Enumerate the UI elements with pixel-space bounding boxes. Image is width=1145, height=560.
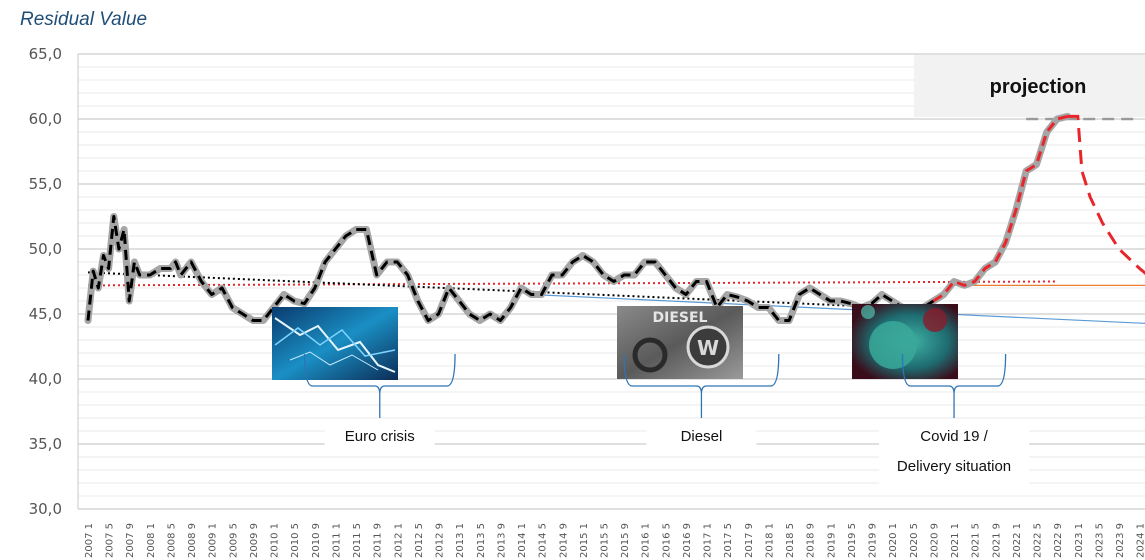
x-tick-label: 2021 5: [971, 523, 982, 558]
annotation-box: [646, 421, 757, 455]
annotation-box: [879, 421, 1030, 485]
x-tick-label: 2014 5: [538, 523, 549, 558]
x-tick-label: 2020 9: [929, 523, 940, 558]
y-tick-label: 30,0: [29, 500, 62, 518]
y-tick-label: 45,0: [29, 305, 62, 323]
x-tick-label: 2023 1: [1074, 523, 1085, 558]
x-tick-label: 2020 5: [909, 523, 920, 558]
x-tick-label: 2008 9: [187, 523, 198, 558]
annotation-brace: [303, 353, 456, 418]
x-tick-label: 2016 1: [641, 523, 652, 558]
x-tick-label: 2009 1: [208, 523, 219, 558]
x-tick-label: 2023 9: [1115, 523, 1126, 558]
x-tick-label: 2007 9: [125, 523, 136, 558]
x-tick-label: 2019 1: [826, 523, 837, 558]
x-tick-label: 2011 9: [373, 523, 384, 558]
x-tick-label: 2022 5: [1033, 523, 1044, 558]
x-tick-label: 2018 9: [806, 523, 817, 558]
x-tick-label: 2018 5: [785, 523, 796, 558]
svg-text:DIESEL: DIESEL: [653, 310, 708, 326]
x-tick-label: 2013 5: [476, 523, 487, 558]
annotation-label: Covid 19 /: [920, 428, 988, 445]
x-tick-label: 2010 9: [311, 523, 322, 558]
x-tick-label: 2011 1: [331, 523, 342, 558]
chart-title: Residual Value: [20, 9, 148, 30]
svg-text:W: W: [697, 336, 719, 360]
x-tick-label: 2024 1: [1136, 523, 1145, 558]
annotation-label: Diesel: [681, 428, 723, 445]
x-tick-label: 2009 9: [249, 523, 260, 558]
annotation-brace: [623, 353, 780, 418]
x-tick-label: 2023 5: [1094, 523, 1105, 558]
x-tick-label: 2015 5: [600, 523, 611, 558]
x-tick-label: 2012 5: [414, 523, 425, 558]
euro-crisis-image: [272, 307, 398, 380]
grid-lines: [77, 53, 1145, 510]
x-tick-label: 2022 9: [1053, 523, 1064, 558]
diesel-image: DIESEL W: [617, 306, 743, 379]
x-tick-label: 2022 1: [1012, 523, 1023, 558]
x-tick-label: 2017 1: [703, 523, 714, 558]
y-tick-label: 60,0: [29, 110, 62, 128]
x-tick-label: 2014 1: [517, 523, 528, 558]
x-tick-label: 2013 1: [455, 523, 466, 558]
x-tick-label: 2021 1: [950, 523, 961, 558]
annotation-label: Delivery situation: [897, 458, 1011, 475]
actual-series-recent-line: [932, 114, 1068, 303]
y-tick-label: 65,0: [29, 45, 62, 63]
x-tick-label: 2008 5: [166, 523, 177, 558]
x-tick-label: 2012 9: [435, 523, 446, 558]
x-tick-label: 2007 1: [84, 523, 95, 558]
y-axis: 65,0 60,0 55,0 50,0 45,0 40,0 35,0 30,0: [29, 45, 62, 518]
x-tick-label: 2018 1: [764, 523, 775, 558]
x-tick-label: 2016 9: [682, 523, 693, 558]
y-tick-label: 55,0: [29, 175, 62, 193]
projection-box: projection: [914, 55, 1145, 117]
trend-red-line: [87, 280, 1058, 287]
x-tick-label: 2015 1: [579, 523, 590, 558]
x-tick-label: 2010 1: [270, 523, 281, 558]
x-tick-label: 2013 9: [496, 523, 507, 558]
x-tick-label: 2012 1: [393, 523, 404, 558]
x-tick-label: 2017 9: [744, 523, 755, 558]
x-tick-label: 2016 5: [661, 523, 672, 558]
projection-series-line: [1067, 114, 1145, 275]
x-tick-label: 2015 9: [620, 523, 631, 558]
projection-label: projection: [990, 76, 1087, 98]
y-tick-label: 50,0: [29, 240, 62, 258]
x-tick-label: 2009 5: [228, 523, 239, 558]
x-tick-label: 2011 5: [352, 523, 363, 558]
actual-series-line: [86, 215, 935, 322]
event-annotations: Euro crisis Diesel Covid 19 / Delivery situ…: [303, 353, 1030, 485]
x-tick-label: 2014 9: [558, 523, 569, 558]
x-tick-label: 2007 5: [105, 523, 116, 558]
x-axis: 2007 1 2007 5 2007 9 2008 1 2008 5 2008 9 2009…: [84, 523, 1145, 558]
covid-image: [852, 304, 958, 379]
x-tick-label: 2008 1: [146, 523, 157, 558]
annotation-box: [324, 421, 435, 455]
y-tick-label: 40,0: [29, 370, 62, 388]
x-tick-label: 2020 1: [888, 523, 899, 558]
x-tick-label: 2019 9: [868, 523, 879, 558]
annotation-brace: [901, 353, 1007, 418]
annotation-label: Euro crisis: [345, 428, 415, 445]
data-series: [84, 112, 1145, 324]
x-tick-label: 2021 9: [991, 523, 1002, 558]
x-tick-label: 2010 5: [290, 523, 301, 558]
x-tick-label: 2017 5: [723, 523, 734, 558]
actual-series-shadow: [84, 112, 1071, 324]
y-tick-label: 35,0: [29, 435, 62, 453]
x-tick-label: 2019 5: [847, 523, 858, 558]
trend-black-line: [87, 271, 893, 309]
